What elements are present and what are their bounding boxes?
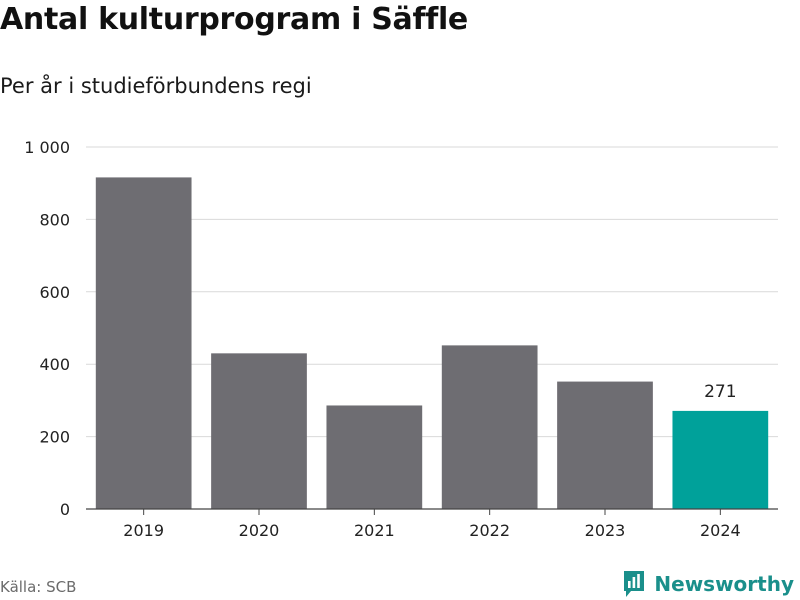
y-tick-label: 800 xyxy=(39,210,70,229)
chart-subtitle: Per år i studieförbundens regi xyxy=(0,74,312,98)
x-tick-label: 2024 xyxy=(700,521,741,540)
bar-2019 xyxy=(95,177,192,509)
y-tick-label: 600 xyxy=(39,283,70,302)
bar-2022 xyxy=(441,345,538,509)
brand-logo[interactable]: Newsworthy xyxy=(622,569,794,599)
x-tick-label: 2019 xyxy=(123,521,164,540)
newsworthy-logo-icon xyxy=(624,571,645,597)
bar-2024 xyxy=(672,410,769,509)
source-note: Källa: SCB xyxy=(0,578,77,596)
y-tick-label: 400 xyxy=(39,355,70,374)
y-tick-label: 200 xyxy=(39,428,70,447)
x-tick-label: 2023 xyxy=(585,521,626,540)
x-tick-label: 2021 xyxy=(354,521,395,540)
y-tick-label: 1 000 xyxy=(24,138,70,157)
y-axis-ticks: 0 200 400 600 800 1 000 xyxy=(24,138,70,519)
bars xyxy=(95,177,769,509)
bar-2020 xyxy=(211,353,307,509)
brand-name: Newsworthy xyxy=(654,572,794,596)
gridlines xyxy=(86,146,778,438)
y-tick-label: 0 xyxy=(60,500,70,519)
x-tick-label: 2022 xyxy=(469,521,510,540)
data-labels: 271 xyxy=(704,382,736,402)
chart-title: Antal kulturprogram i Säffle xyxy=(0,2,468,37)
bar-2023 xyxy=(557,381,653,509)
bar-2021 xyxy=(326,405,423,509)
data-label: 271 xyxy=(704,382,736,402)
x-tick-label: 2020 xyxy=(239,521,280,540)
x-axis-ticks: 2019 2020 2021 2022 2023 2024 xyxy=(123,509,741,540)
